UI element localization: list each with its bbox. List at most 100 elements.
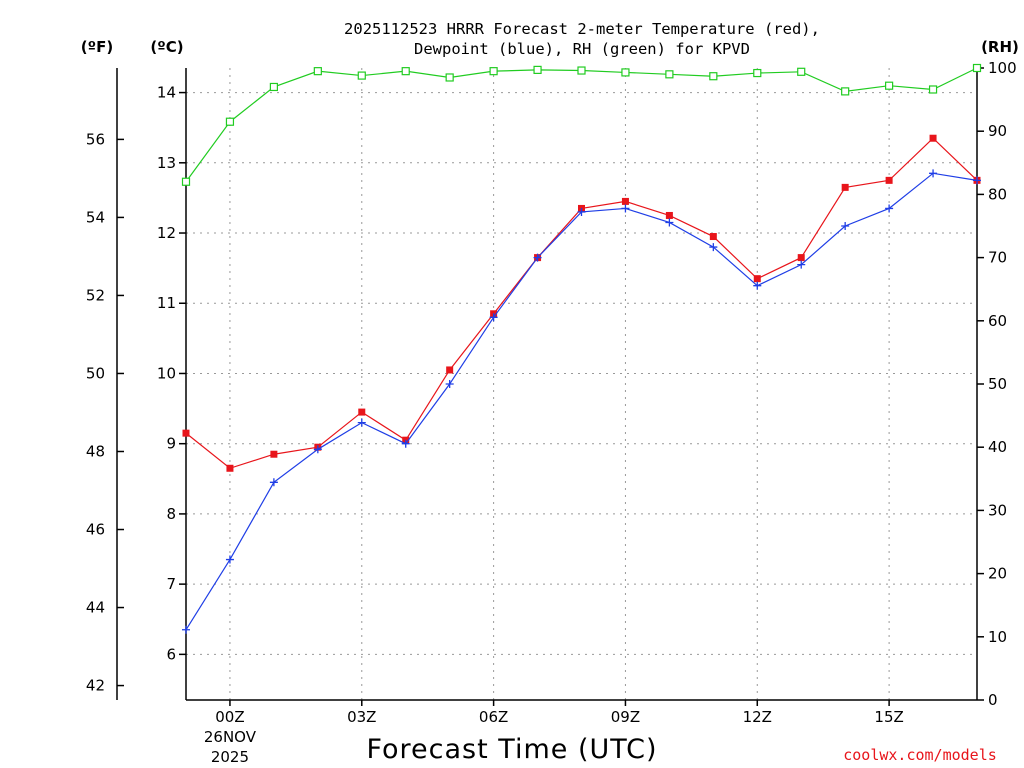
dewpoint-point <box>357 418 366 427</box>
fahrenheit-tick-label: 54 <box>86 208 105 226</box>
rh-tick-label: 20 <box>988 565 1007 583</box>
fahrenheit-tick-label: 42 <box>86 677 105 695</box>
2-meter-temperature-point <box>182 429 190 437</box>
dewpoint-point <box>973 176 981 185</box>
chart-title: 2025112523 HRRR Forecast 2-meter Tempera… <box>344 20 820 58</box>
dewpoint-point <box>489 313 498 322</box>
rh-tick-label: 10 <box>988 628 1007 646</box>
dewpoint-point <box>621 204 630 213</box>
dewpoint-point <box>225 555 234 564</box>
x-tick-sublabel: 26NOV <box>204 728 257 746</box>
axes: 00Z 26NOV 2025 03Z 06Z 09Z 12Z 15Z 6 7 8 9 10 11 12 13 1… <box>86 59 1017 766</box>
rh-tick-label: 50 <box>988 375 1007 393</box>
celsius-tick-label: 11 <box>157 294 176 312</box>
rh-point <box>533 65 542 74</box>
x-tick-label: 12Z <box>743 708 772 726</box>
rh-point <box>489 67 498 76</box>
dewpoint-point <box>885 204 894 213</box>
dewpoint-point <box>797 260 806 269</box>
rh-tick-label: 30 <box>988 501 1007 519</box>
title-line-2: Dewpoint (blue), RH (green) for KPVD <box>414 40 750 58</box>
dewpoint-point <box>753 281 762 290</box>
rh-tick-label: 90 <box>988 122 1007 140</box>
2-meter-temperature-point <box>446 366 454 374</box>
credit-link[interactable]: coolwx.com/models <box>843 746 997 764</box>
celsius-tick-label: 14 <box>157 84 176 102</box>
celsius-unit-label: (ºC) <box>150 38 183 56</box>
2-meter-temperature-point <box>885 176 893 184</box>
title-line-1: 2025112523 HRRR Forecast 2-meter Tempera… <box>344 20 820 38</box>
dewpoint-point <box>313 445 322 454</box>
rh-point <box>401 67 410 76</box>
rh-point <box>357 71 366 80</box>
2-meter-temperature-point <box>753 275 761 283</box>
2-meter-temperature-point <box>929 134 937 142</box>
fahrenheit-tick-label: 44 <box>86 599 105 617</box>
fahrenheit-tick-label: 50 <box>86 364 105 382</box>
fahrenheit-tick-label: 48 <box>86 442 105 460</box>
rh-tick-label: 40 <box>988 438 1007 456</box>
rh-tick-label: 100 <box>988 59 1017 77</box>
x-tick-label: 06Z <box>479 708 508 726</box>
x-axis-label: Forecast Time (UTC) <box>366 734 657 765</box>
data-series <box>181 63 982 634</box>
rh-point <box>972 63 982 73</box>
2-meter-temperature-point <box>358 408 366 416</box>
rh-point <box>841 87 850 96</box>
gridlines <box>186 68 977 700</box>
x-tick-label: 03Z <box>347 708 376 726</box>
rh-point <box>269 82 278 92</box>
rh-tick-label: 70 <box>988 249 1007 267</box>
dewpoint-point <box>577 207 586 216</box>
dewpoint-line <box>185 172 978 631</box>
series-group <box>181 63 982 634</box>
2-meter-temperature-point <box>709 233 717 241</box>
2-meter-temperature-point <box>797 254 805 262</box>
x-tick-sublabel: 2025 <box>211 748 249 766</box>
rh-point <box>577 66 586 75</box>
dewpoint-point <box>709 243 718 252</box>
celsius-tick-label: 10 <box>157 364 176 382</box>
rh-tick-label: 0 <box>988 691 998 709</box>
rh-line <box>185 67 978 183</box>
rh-point <box>225 117 235 126</box>
rh-unit-label: (RH) <box>981 38 1019 56</box>
celsius-tick-label: 7 <box>166 575 176 593</box>
fahrenheit-unit-label: (ºF) <box>81 38 113 56</box>
dewpoint-point <box>665 218 674 227</box>
fahrenheit-tick-label: 56 <box>86 130 105 148</box>
rh-point <box>928 85 938 94</box>
rh-point <box>797 67 806 76</box>
rh-point <box>445 73 454 82</box>
rh-tick-label: 60 <box>988 312 1007 330</box>
celsius-tick-label: 8 <box>166 505 176 523</box>
celsius-tick-label: 13 <box>157 154 176 172</box>
rh-point <box>753 68 762 78</box>
rh-point <box>665 70 674 79</box>
2-meter-temperature-point <box>226 464 234 472</box>
fahrenheit-tick-label: 46 <box>86 521 105 539</box>
2-meter-temperature-point <box>665 211 673 219</box>
rh-tick-label: 80 <box>988 185 1007 203</box>
2-meter-temperature-point <box>841 183 849 191</box>
dewpoint-point <box>182 625 190 634</box>
celsius-tick-label: 9 <box>166 435 176 453</box>
dewpoint-point <box>269 478 278 487</box>
dewpoint-point <box>841 222 850 230</box>
rh-point <box>621 68 630 77</box>
rh-point <box>181 177 191 186</box>
dewpoint-point <box>445 380 454 388</box>
dewpoint-point <box>533 253 542 262</box>
x-tick-label: 00Z <box>215 708 244 726</box>
rh-point <box>709 72 718 81</box>
fahrenheit-tick-label: 52 <box>86 286 105 304</box>
celsius-tick-label: 12 <box>157 224 176 242</box>
dewpoint-point <box>401 439 410 448</box>
2-meter-temperature-point <box>621 197 629 205</box>
dewpoint-point <box>929 169 938 178</box>
2-meter-temperature-point <box>270 450 278 458</box>
rh-point <box>885 81 894 90</box>
x-tick-label: 09Z <box>611 708 640 726</box>
x-tick-label: 15Z <box>874 708 903 726</box>
